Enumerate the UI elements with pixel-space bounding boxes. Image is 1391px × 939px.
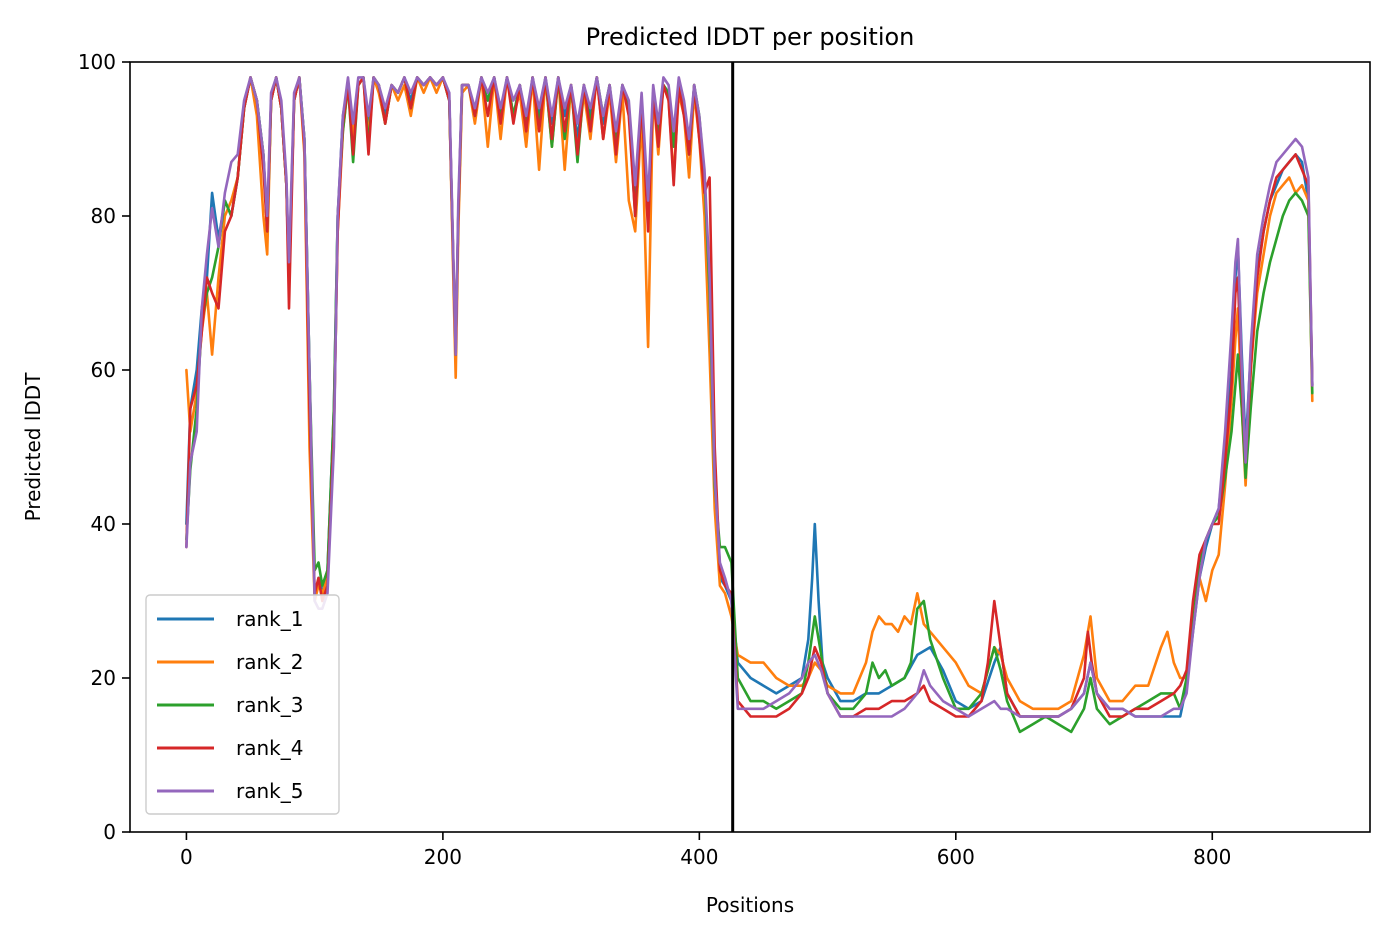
x-tick-label: 400 [680, 845, 718, 869]
y-tick-label: 100 [78, 50, 116, 74]
y-tick-label: 0 [103, 820, 116, 844]
legend-box [145, 594, 340, 815]
plot-frame [129, 61, 1371, 833]
x-tick-label: 0 [180, 845, 193, 869]
x-tick-label: 200 [424, 845, 462, 869]
legend: rank_1 rank_2 rank_3 rank_4 rank_5 [145, 594, 340, 815]
legend-label-rank_3: rank_3 [236, 693, 303, 717]
y-axis-title: Predicted lDDT [21, 372, 45, 522]
legend-label-rank_2: rank_2 [236, 650, 303, 674]
chart-title: Predicted lDDT per position [586, 23, 915, 51]
x-axis-title: Positions [706, 893, 794, 917]
axes-layer: 0 200 400 600 800 0 20 40 60 80 100 [78, 50, 1232, 869]
y-tick-label: 60 [91, 358, 116, 382]
legend-label-rank_1: rank_1 [236, 607, 303, 631]
y-tick-label: 20 [91, 666, 116, 690]
legend-label-rank_5: rank_5 [236, 779, 303, 803]
series-layer [185, 76, 1314, 734]
x-tick-label: 600 [937, 845, 975, 869]
y-tick-label: 80 [91, 204, 116, 228]
y-tick-label: 40 [91, 512, 116, 536]
legend-label-rank_4: rank_4 [236, 736, 303, 760]
x-tick-label: 800 [1193, 845, 1231, 869]
